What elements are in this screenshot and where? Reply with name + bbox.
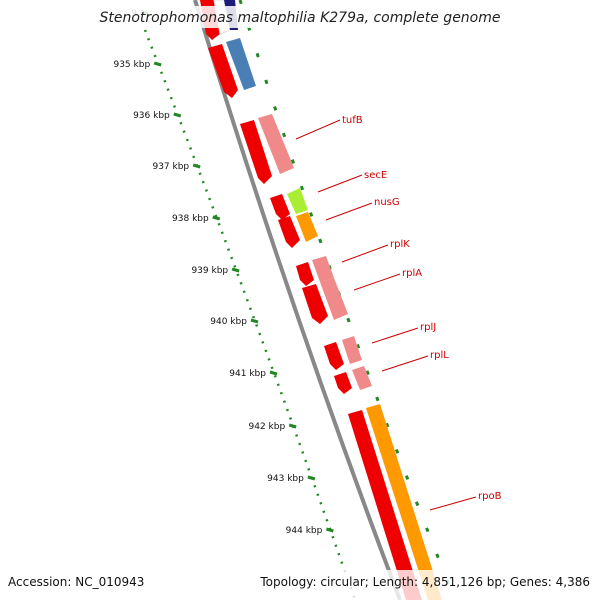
kbp-tick-label: 939 kbp bbox=[191, 266, 228, 276]
genome-backbone bbox=[193, 0, 402, 600]
gene-label-rplk[interactable]: rplK bbox=[390, 239, 410, 250]
feature-red-rplJ bbox=[324, 342, 344, 370]
footer-backdrop bbox=[0, 570, 600, 600]
feature-secE bbox=[287, 188, 308, 214]
gene-label-sece[interactable]: secE bbox=[364, 170, 387, 181]
feature-tufb bbox=[258, 114, 294, 174]
feature-red-tufb bbox=[240, 120, 272, 184]
kbp-tick-mark bbox=[192, 163, 201, 169]
gene-label-rplj[interactable]: rplJ bbox=[420, 322, 436, 333]
kbp-tick-label: 937 kbp bbox=[152, 162, 189, 172]
feature-nusG bbox=[296, 212, 318, 242]
gene-label-rpll[interactable]: rplL bbox=[430, 350, 449, 361]
gene-label-tufb[interactable]: tufB bbox=[342, 115, 363, 126]
kbp-tick-mark bbox=[288, 423, 297, 429]
feature-red-935 bbox=[208, 44, 238, 98]
map-title: Stenotrophomonas maltophilia K279a, comp… bbox=[100, 10, 501, 26]
gene-leader-lines bbox=[295, 119, 477, 511]
backbone-dash-ticks bbox=[238, 0, 457, 600]
kbp-tick-mark bbox=[269, 370, 278, 376]
feature-red-rpoB bbox=[348, 410, 422, 600]
kbp-tick-label: 944 kbp bbox=[286, 526, 323, 536]
outer-ruler bbox=[143, 29, 357, 600]
gene-features bbox=[200, 0, 442, 600]
feature-rpoB bbox=[366, 404, 442, 600]
kbp-tick-label: 938 kbp bbox=[172, 214, 209, 224]
feature-red-secE bbox=[270, 194, 290, 220]
title-backdrop bbox=[100, 6, 500, 28]
kbp-tick-mark bbox=[173, 112, 182, 118]
kbp-tick-label: 940 kbp bbox=[210, 317, 247, 327]
feature-red-nusG bbox=[278, 216, 300, 248]
kbp-tick-label: 935 kbp bbox=[113, 60, 150, 70]
kbp-tick-mark bbox=[231, 267, 240, 273]
kbp-tick-label: 936 kbp bbox=[133, 111, 170, 121]
kbp-tick-label: 943 kbp bbox=[267, 474, 304, 484]
feature-red-rplL bbox=[334, 372, 352, 394]
feature-rplK bbox=[312, 256, 334, 282]
kbp-tick-mark bbox=[250, 318, 259, 324]
kbp-tick-label: 942 kbp bbox=[249, 422, 286, 432]
summary-text: Topology: circular; Length: 4,851,126 bp… bbox=[259, 575, 590, 589]
feature-rplJ bbox=[342, 336, 362, 364]
kbp-tick-mark bbox=[307, 475, 316, 481]
feature-red-rplA bbox=[302, 284, 328, 324]
gene-label-nusg[interactable]: nusG bbox=[374, 197, 400, 208]
kbp-tick-mark bbox=[212, 215, 221, 221]
kbp-tick-mark bbox=[153, 61, 162, 67]
feature-blue-935 bbox=[226, 38, 256, 90]
feature-rplL bbox=[352, 366, 372, 390]
feature-rplA bbox=[320, 278, 348, 320]
kbp-tick-label: 941 kbp bbox=[229, 369, 266, 379]
feature-red-rplK bbox=[296, 262, 314, 286]
gene-label-rpob[interactable]: rpoB bbox=[478, 491, 502, 502]
kbp-tick-mark bbox=[325, 527, 334, 533]
accession-text: Accession: NC_010943 bbox=[8, 575, 144, 589]
gene-label-rpla[interactable]: rplA bbox=[402, 268, 422, 279]
